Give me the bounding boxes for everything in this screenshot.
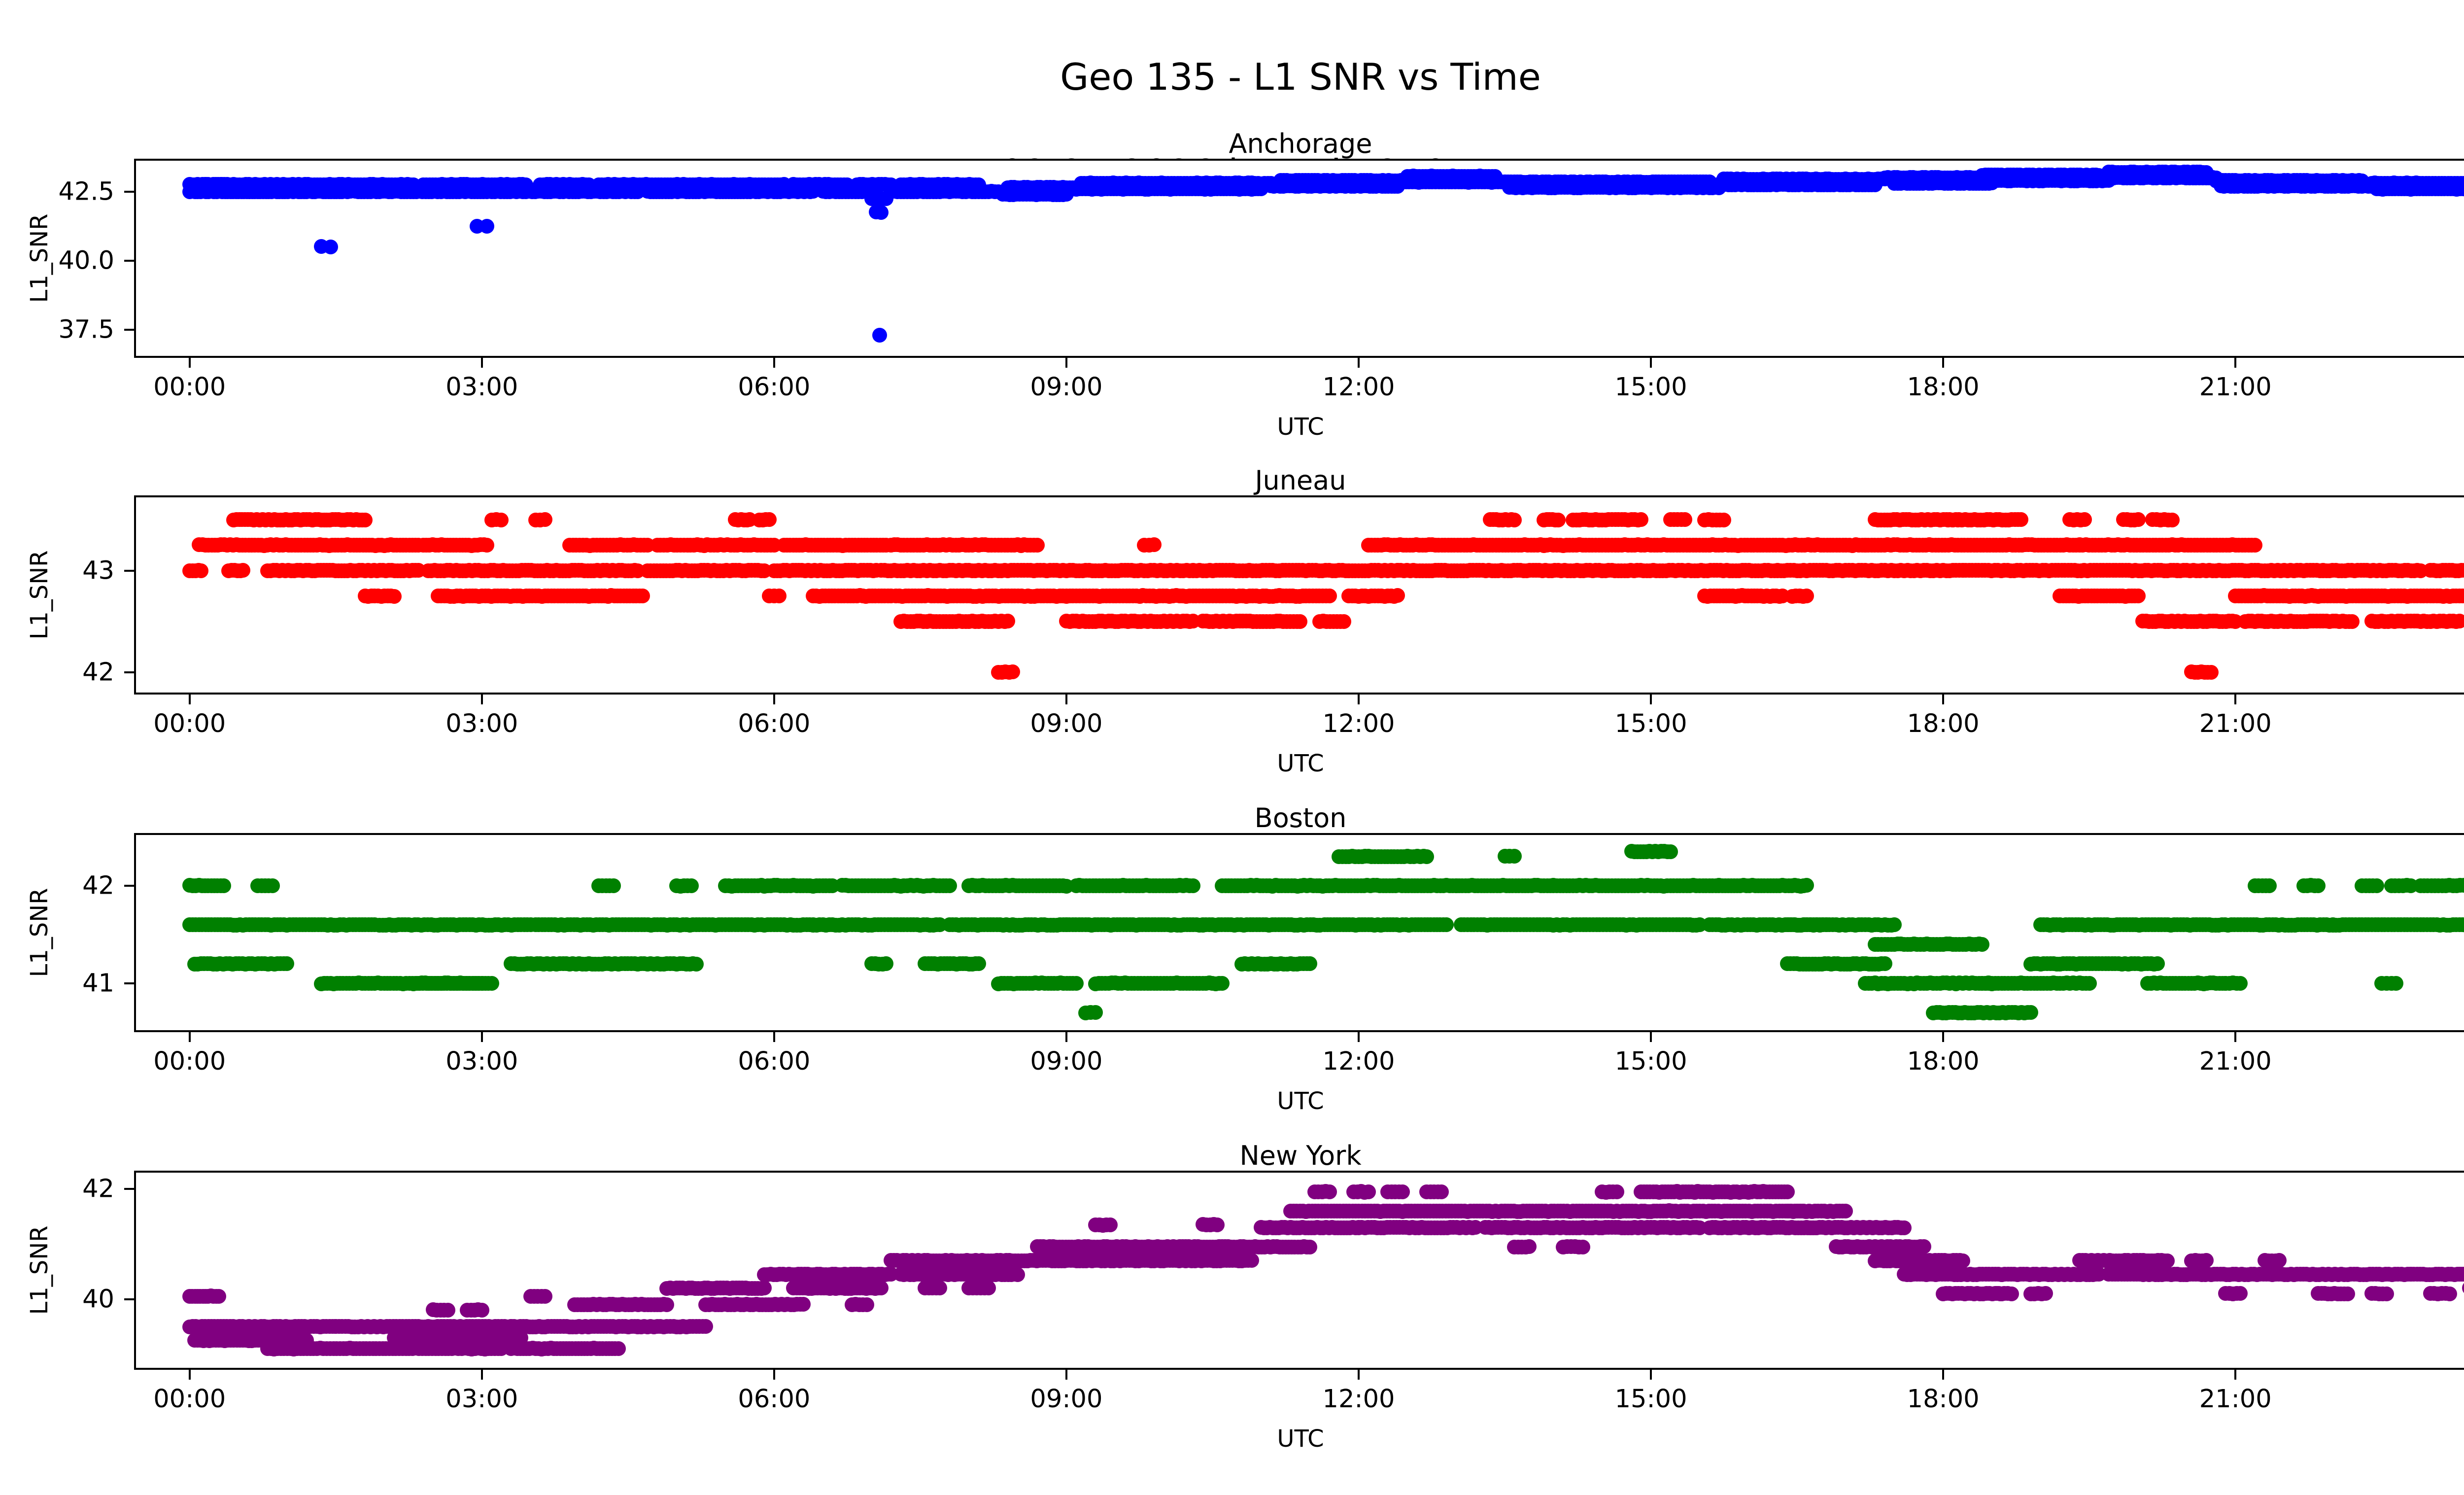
suptitle-line-1: Geo 135 - L1 SNR vs Time — [1060, 55, 1541, 99]
subplot-title-anchorage: Anchorage — [1229, 128, 1372, 159]
plot-area-anchorage — [134, 159, 2464, 358]
data-point — [323, 239, 339, 254]
scatter-layer-anchorage — [136, 161, 2464, 356]
